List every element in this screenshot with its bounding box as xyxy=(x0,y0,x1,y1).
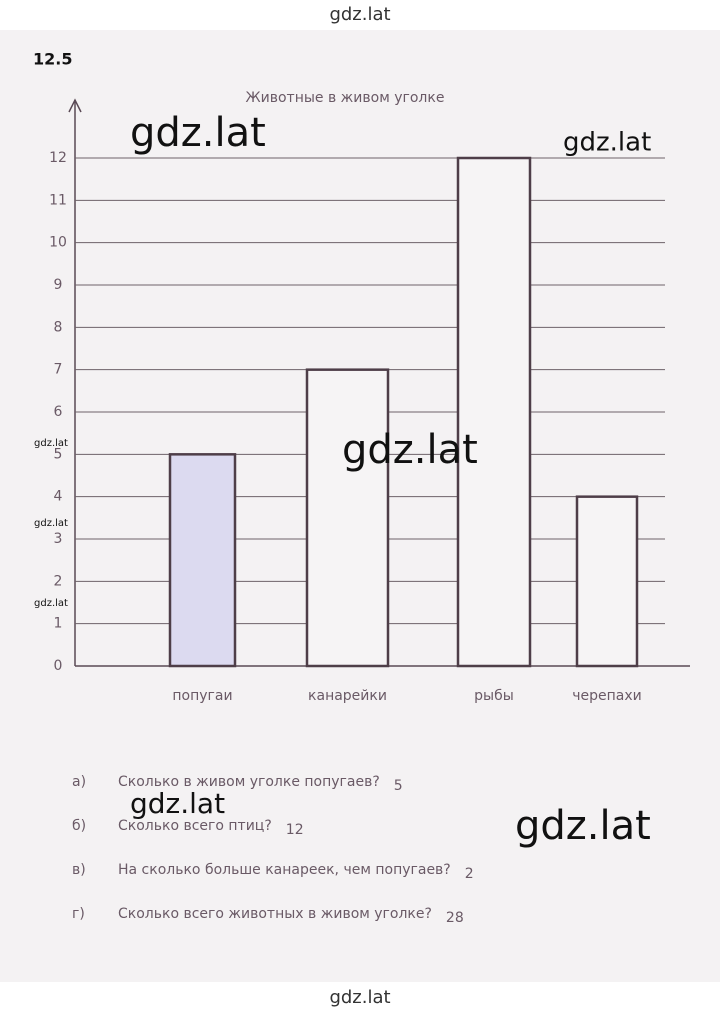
site-header: gdz.lat xyxy=(329,4,390,25)
question-label: в) xyxy=(72,862,86,878)
y-tick-label: 6 xyxy=(54,404,63,420)
watermark: gdz.lat xyxy=(34,518,68,529)
question-text: Сколько всего птиц? xyxy=(118,818,272,834)
watermark: gdz.lat xyxy=(130,787,225,820)
x-tick-label: канарейки xyxy=(308,688,387,704)
chart-title: Животные в живом уголке xyxy=(246,90,445,106)
y-tick-label: 12 xyxy=(49,150,67,166)
question-text: На сколько больше канареек, чем попугаев… xyxy=(118,862,451,878)
watermark: gdz.lat xyxy=(34,598,68,609)
bar xyxy=(456,156,532,668)
answer: 5 xyxy=(394,778,403,794)
y-tick-label: 10 xyxy=(49,235,67,251)
y-tick-label: 9 xyxy=(54,277,63,293)
y-tick-label: 2 xyxy=(54,573,63,589)
questions: а) Сколько в живом уголке попугаев? 5 б) Ско… xyxy=(72,774,474,926)
question-label: г) xyxy=(72,906,85,922)
answer: 12 xyxy=(286,822,304,838)
site-footer: gdz.lat xyxy=(329,987,390,1008)
bar xyxy=(305,368,390,668)
question-label: б) xyxy=(72,818,86,834)
bar xyxy=(168,453,237,668)
question-text: Сколько в живом уголке попугаев? xyxy=(118,774,380,790)
watermark: gdz.lat xyxy=(34,438,68,449)
answer: 2 xyxy=(465,866,474,882)
watermark: gdz.lat xyxy=(130,110,266,156)
task-number: 12.5 xyxy=(33,50,72,69)
answer: 28 xyxy=(446,910,464,926)
y-tick-label: 8 xyxy=(54,319,63,335)
watermark: gdz.lat xyxy=(515,803,651,849)
watermarks: gdz.lat gdz.lat gdz.lat gdz.lat gdz.lat gdz.l… xyxy=(34,110,651,849)
watermark: gdz.lat xyxy=(342,427,478,473)
y-tick-label: 7 xyxy=(54,362,63,378)
x-tick-label: черепахи xyxy=(572,688,642,704)
x-tick-label: рыбы xyxy=(474,688,514,704)
y-tick-label: 0 xyxy=(54,658,63,674)
y-tick-label: 5 xyxy=(54,446,63,462)
question-label: а) xyxy=(72,774,86,790)
y-tick-label: 4 xyxy=(54,489,63,505)
y-tick-label: 3 xyxy=(54,531,63,547)
y-tick-label: 11 xyxy=(49,192,67,208)
question-text: Сколько всего животных в живом уголке? xyxy=(118,906,432,922)
bar xyxy=(575,495,639,668)
watermark: gdz.lat xyxy=(563,128,651,158)
y-tick-label: 1 xyxy=(54,616,63,632)
axis-arrow xyxy=(68,98,82,113)
x-tick-label: попугаи xyxy=(172,688,232,704)
